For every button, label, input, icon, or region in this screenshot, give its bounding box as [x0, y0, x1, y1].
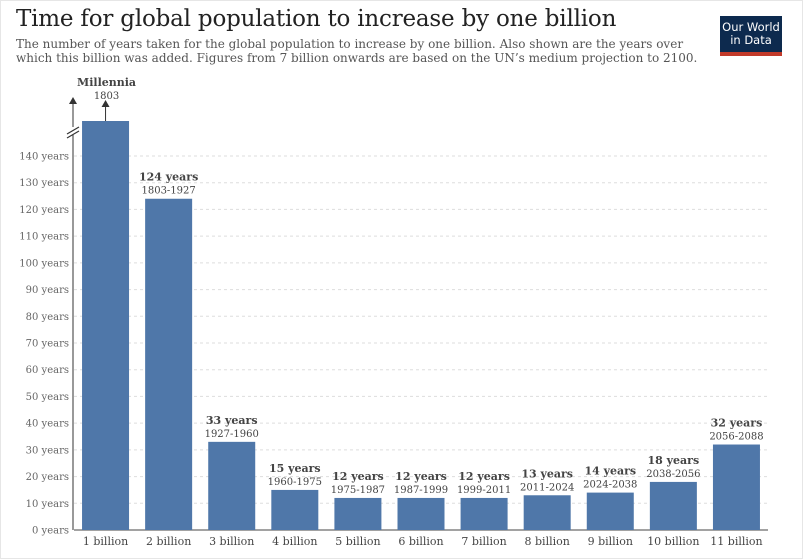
y-tick-label: 60 years [26, 365, 69, 376]
x-tick-label: 4 billion [272, 535, 317, 548]
y-axis-arrow-icon [69, 97, 77, 104]
data-label: 14 years [584, 465, 636, 478]
owid-logo[interactable]: Our World in Data [720, 16, 782, 56]
data-label: 18 years [648, 454, 700, 467]
period-label: 2024-2038 [583, 480, 637, 491]
axis-break-icon [66, 126, 80, 135]
data-label: 15 years [269, 462, 321, 475]
x-tick-label: 1 billion [83, 535, 128, 548]
bar-3-billion [208, 441, 256, 530]
axis-break-icon [66, 130, 80, 139]
data-label: 32 years [711, 417, 763, 430]
bar-4-billion [271, 489, 319, 530]
bar-11-billion [712, 444, 760, 530]
y-tick-label: 80 years [26, 312, 69, 323]
data-label: 12 years [332, 470, 384, 483]
x-tick-label: 7 billion [461, 535, 506, 548]
data-label: Millennia [77, 76, 136, 89]
bar-5-billion [334, 497, 382, 530]
y-tick-label: 90 years [26, 285, 69, 296]
y-tick-label: 40 years [26, 419, 69, 430]
bar-6-billion [397, 497, 445, 530]
period-label: 2038-2056 [646, 469, 700, 480]
data-label: 12 years [395, 470, 447, 483]
chart-title: Time for global population to increase b… [16, 6, 617, 32]
period-label: 1975-1987 [331, 485, 385, 496]
period-label: 1960-1975 [268, 477, 322, 488]
data-label: 13 years [521, 467, 573, 480]
chart-subtitle: The number of years taken for the global… [16, 37, 698, 65]
logo-line-1: Our World [722, 20, 780, 34]
bar-10-billion [649, 481, 697, 530]
bar-1-billion [82, 121, 130, 530]
data-label: 124 years [139, 171, 198, 184]
y-tick-label: 50 years [26, 392, 69, 403]
y-tick-label: 70 years [26, 339, 69, 350]
bar-7-billion [460, 497, 508, 530]
y-tick-label: 30 years [26, 445, 69, 456]
y-tick-label: 10 years [26, 499, 69, 510]
y-tick-label: 130 years [19, 178, 69, 189]
y-tick-label: 140 years [19, 152, 69, 163]
x-tick-label: 11 billion [710, 535, 762, 548]
bar-2-billion [145, 198, 193, 530]
up-arrow-icon [101, 100, 110, 107]
period-label: 1999-2011 [457, 485, 511, 496]
y-tick-label: 0 years [32, 526, 69, 537]
period-label: 1927-1960 [205, 429, 259, 440]
period-label: 1987-1999 [394, 485, 448, 496]
y-tick-label: 100 years [19, 258, 69, 269]
period-label: 2011-2024 [520, 482, 574, 493]
x-tick-label: 8 billion [525, 535, 570, 548]
x-tick-label: 5 billion [335, 535, 380, 548]
x-tick-label: 3 billion [209, 535, 254, 548]
data-label: 33 years [206, 414, 258, 427]
y-tick-label: 120 years [19, 205, 69, 216]
y-tick-label: 110 years [19, 232, 69, 243]
x-tick-label: 6 billion [398, 535, 443, 548]
logo-line-2: in Data [730, 33, 772, 47]
bar-9-billion [586, 492, 634, 530]
x-tick-label: 10 billion [647, 535, 699, 548]
period-label: 2056-2088 [709, 432, 763, 443]
x-tick-label: 2 billion [146, 535, 191, 548]
period-label: 1803-1927 [141, 186, 195, 197]
period-label: 1803 [94, 91, 119, 102]
y-tick-label: 20 years [26, 472, 69, 483]
data-label: 12 years [458, 470, 510, 483]
x-tick-label: 9 billion [588, 535, 633, 548]
bar-8-billion [523, 495, 571, 530]
